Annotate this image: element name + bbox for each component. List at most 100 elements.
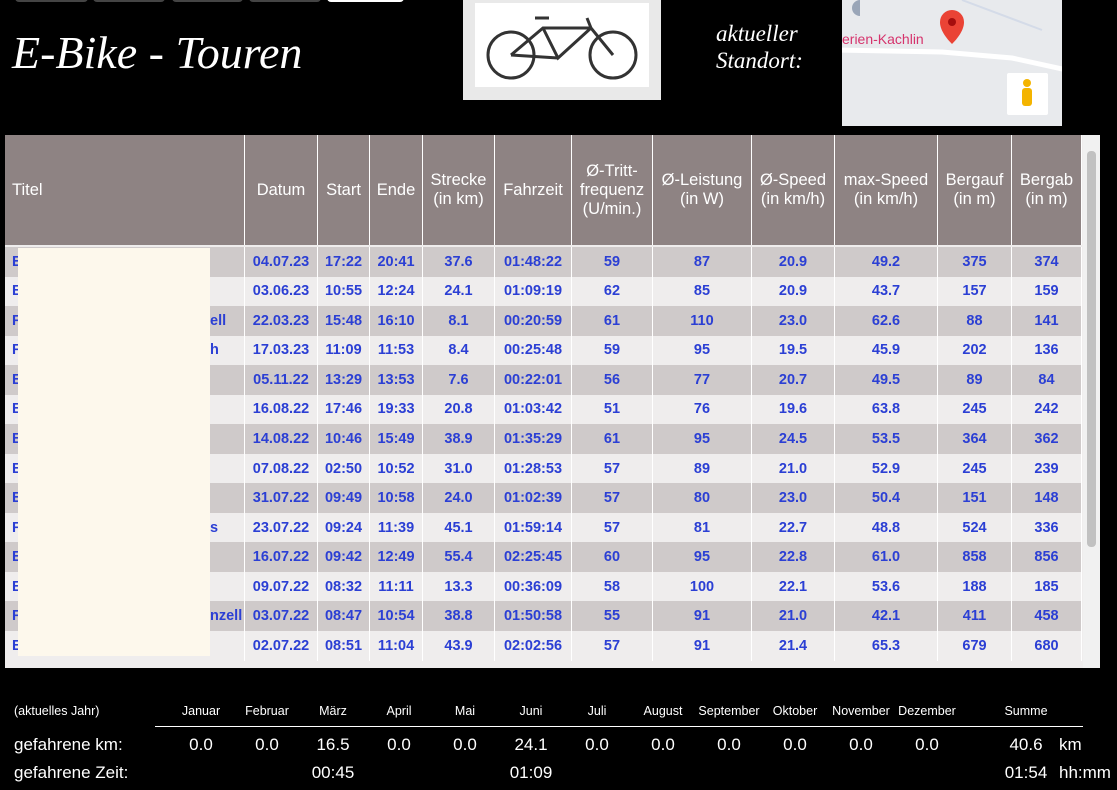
tab-button[interactable] <box>15 0 88 2</box>
table-cell: 7.6 <box>423 365 495 395</box>
tab-button[interactable] <box>249 0 321 2</box>
title-text: E <box>12 578 22 595</box>
header-text: Fahrzeit <box>503 180 563 199</box>
km-value: 16.5 <box>316 735 350 754</box>
table-cell: 12:49 <box>370 542 423 572</box>
table-cell: 57 <box>572 453 653 484</box>
table-cell: 42.1 <box>835 601 938 631</box>
table-cell: 856 <box>1012 542 1082 572</box>
title-text: E <box>12 460 22 477</box>
table-cell: 03.06.23 <box>245 276 318 307</box>
table-cell: 17:22 <box>318 247 370 277</box>
km-value: 0.0 <box>915 735 939 754</box>
tab-button[interactable] <box>327 0 404 2</box>
table-cell: 00:25:48 <box>495 335 572 366</box>
header-text: (in km/h) <box>760 190 826 208</box>
table-cell: 02:50 <box>318 453 370 484</box>
title-text: F <box>12 312 21 329</box>
table-cell: 14.08.22 <box>245 424 318 454</box>
table-cell: 62 <box>572 276 653 307</box>
table-cell: 07.08.22 <box>245 453 318 484</box>
page-title: E-Bike - Touren <box>12 27 303 78</box>
table-cell: 13:29 <box>318 365 370 395</box>
table-cell: 23.0 <box>752 306 835 336</box>
table-cell: 364 <box>938 424 1012 454</box>
column-header: Titel <box>5 135 245 245</box>
time-unit: hh:mm <box>1059 763 1111 782</box>
table-cell: 57 <box>572 512 653 543</box>
table-cell: 57 <box>572 483 653 513</box>
column-header: Fahrzeit <box>495 135 572 245</box>
title-text: F <box>12 342 21 359</box>
header-text: max-Speed <box>843 171 929 189</box>
table-cell: 08:51 <box>318 631 370 661</box>
table-cell: 22.7 <box>752 512 835 543</box>
header-text: Ende <box>376 180 416 199</box>
table-cell: 10:55 <box>318 276 370 307</box>
km-value: 0.0 <box>189 735 213 754</box>
table-cell: 21.0 <box>752 453 835 484</box>
table-cell: 84 <box>1012 365 1082 395</box>
header-text: Bergab <box>1019 171 1074 189</box>
table-cell: 411 <box>938 601 1012 631</box>
table-cell: 58 <box>572 571 653 602</box>
km-value: 0.0 <box>849 735 873 754</box>
table-cell: 89 <box>938 365 1012 395</box>
table-cell: 159 <box>1012 276 1082 307</box>
table-cell: 679 <box>938 631 1012 661</box>
tab-button[interactable] <box>93 0 165 2</box>
table-cell: 185 <box>1012 571 1082 602</box>
table-cell: 01:28:53 <box>495 453 572 484</box>
location-label: aktueller <box>716 21 798 46</box>
tab-button[interactable] <box>172 0 243 2</box>
month-label: Juni <box>519 704 543 718</box>
title-text: ell <box>210 312 227 329</box>
table-cell: 01:50:58 <box>495 601 572 631</box>
table-cell: 141 <box>1012 306 1082 336</box>
table-cell: 95 <box>653 424 752 454</box>
table-cell: 680 <box>1012 631 1082 661</box>
table-cell: 53.5 <box>835 424 938 454</box>
header-text: frequenz <box>579 180 645 199</box>
header-text: Datum <box>256 180 306 199</box>
table-cell: 22.8 <box>752 542 835 572</box>
table-cell: 55 <box>572 601 653 631</box>
header-text: Ø-Leistung <box>661 171 743 189</box>
table-cell: 148 <box>1012 483 1082 513</box>
table-cell: 151 <box>938 483 1012 513</box>
table-cell: 01:59:14 <box>495 512 572 543</box>
month-label: März <box>319 704 347 718</box>
column-header: Datum <box>245 135 318 245</box>
title-text: E <box>12 371 22 388</box>
table-cell: 375 <box>938 247 1012 277</box>
title-text: h <box>210 342 219 359</box>
table-cell: 8.1 <box>423 306 495 336</box>
table-cell: 8.4 <box>423 335 495 366</box>
table-cell: 22.03.23 <box>245 306 318 336</box>
km-sum: 40.6 <box>1009 735 1043 754</box>
table-cell: 157 <box>938 276 1012 307</box>
header-text: Ø-Tritt- <box>586 161 638 180</box>
month-label: September <box>698 704 760 718</box>
header-text: Bergauf <box>945 171 1004 189</box>
header-text: Ø-Speed <box>759 171 827 189</box>
sum-label: Summe <box>1004 704 1048 718</box>
table-cell: 336 <box>1012 512 1082 543</box>
header-text: (U/min.) <box>582 199 642 218</box>
table-cell: 57 <box>572 631 653 661</box>
table-cell: 00:22:01 <box>495 365 572 395</box>
redaction <box>18 248 210 656</box>
table-cell: 65.3 <box>835 631 938 661</box>
header-text: Titel <box>12 180 43 199</box>
location-map[interactable]: erien-Kachlin <box>842 0 1062 126</box>
table-cell: 20.9 <box>752 247 835 277</box>
table-cell: 51 <box>572 394 653 425</box>
table-cell: 11:09 <box>318 335 370 366</box>
table-cell: 00:36:09 <box>495 571 572 602</box>
table-cell: 62.6 <box>835 306 938 336</box>
table-cell: 95 <box>653 335 752 366</box>
table-cell: 100 <box>653 571 752 602</box>
table-cell: 95 <box>653 542 752 572</box>
month-label: April <box>386 704 412 718</box>
scrollbar[interactable] <box>1083 135 1100 668</box>
